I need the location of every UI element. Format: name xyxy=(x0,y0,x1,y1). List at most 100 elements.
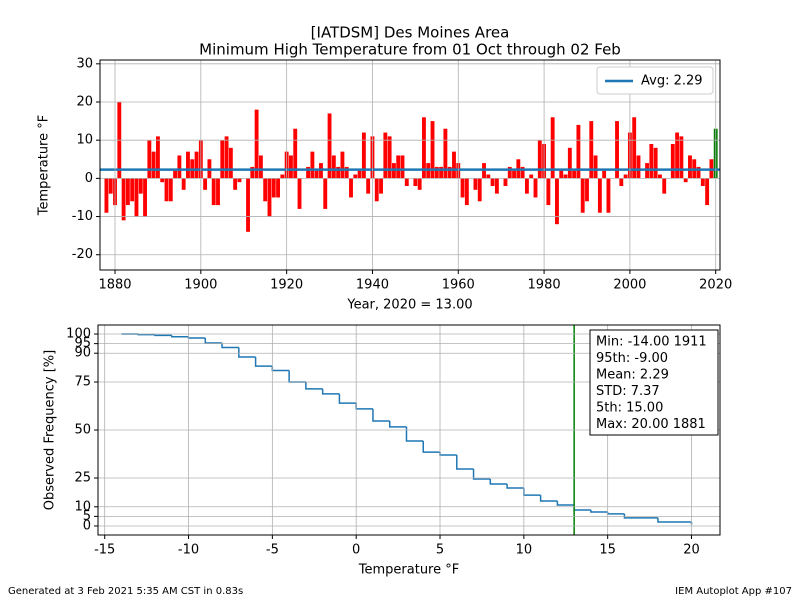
step-segment xyxy=(238,347,256,358)
bar xyxy=(585,178,589,202)
bar xyxy=(593,155,598,179)
y-tick-label: -10 xyxy=(72,209,93,224)
bar xyxy=(464,178,469,206)
bar xyxy=(486,174,491,179)
step-segment xyxy=(472,468,491,480)
bar xyxy=(477,178,482,202)
bar xyxy=(297,178,302,209)
bar xyxy=(576,124,581,179)
bar xyxy=(452,151,456,179)
bar xyxy=(130,178,135,202)
footer-right: IEM Autoplot App #107 xyxy=(675,586,792,597)
x-tick-label: 1960 xyxy=(442,278,475,293)
bar xyxy=(177,155,182,179)
axes-frame xyxy=(99,59,721,271)
bar xyxy=(473,178,478,190)
bar xyxy=(494,178,499,194)
bar xyxy=(572,170,577,179)
x-tick-label: 20 xyxy=(683,543,700,558)
bar xyxy=(507,166,512,179)
bar xyxy=(237,178,242,183)
bar xyxy=(246,178,250,232)
y-axis-label: Temperature °F xyxy=(37,115,52,216)
bar xyxy=(280,174,285,179)
y-axis-label: Observed Frequency [%] xyxy=(43,350,58,510)
step-segment xyxy=(556,501,575,506)
bar xyxy=(670,144,675,179)
bar xyxy=(104,178,109,213)
y-tick-label: -20 xyxy=(72,247,93,262)
x-tick-label: 1900 xyxy=(184,278,217,293)
bar xyxy=(228,147,233,179)
step-segment xyxy=(573,505,591,511)
step-segment xyxy=(171,335,189,338)
bar xyxy=(306,166,311,179)
x-tick-label: 1940 xyxy=(356,278,389,293)
bar xyxy=(211,178,216,206)
bar xyxy=(203,178,208,190)
step-segment xyxy=(590,510,608,513)
step-segment xyxy=(187,336,206,339)
x-tick-label: 2000 xyxy=(613,278,646,293)
bar xyxy=(537,140,542,179)
x-tick-label: 5 xyxy=(436,543,444,558)
bar xyxy=(589,121,594,179)
bar xyxy=(623,174,628,179)
step-segment xyxy=(271,366,290,372)
bar xyxy=(396,155,401,179)
x-tick-label: -5 xyxy=(266,543,279,558)
bar xyxy=(696,166,701,179)
bar xyxy=(138,178,143,194)
bar xyxy=(434,166,439,179)
bar xyxy=(125,178,130,206)
bar xyxy=(632,117,637,179)
step-segment xyxy=(321,388,340,395)
step-segment xyxy=(405,426,424,442)
step-segment xyxy=(456,454,474,470)
y-tick-label: 90 xyxy=(74,346,91,361)
bar xyxy=(555,178,559,225)
bar xyxy=(263,178,268,202)
x-tick-label: 0 xyxy=(352,543,360,558)
bar xyxy=(216,178,220,206)
bar xyxy=(361,132,366,179)
plot-area xyxy=(100,102,720,232)
step-segment xyxy=(372,408,390,422)
bar xyxy=(524,178,529,194)
stats-line: 95th: -9.00 xyxy=(596,351,668,366)
bar xyxy=(357,170,362,179)
bar xyxy=(383,132,388,179)
bar xyxy=(705,178,710,206)
step-segment xyxy=(439,452,457,456)
bar xyxy=(276,178,280,198)
bar xyxy=(653,147,658,179)
x-tick-label: 15 xyxy=(599,543,616,558)
bar xyxy=(700,178,705,186)
bar xyxy=(675,132,680,179)
bar xyxy=(550,117,555,179)
y-tick-label: 20 xyxy=(76,95,93,110)
stats-line: Max: 20.00 1881 xyxy=(596,417,706,432)
bar xyxy=(563,174,568,179)
bar xyxy=(151,151,156,179)
bar xyxy=(186,151,190,179)
axes-frame xyxy=(97,324,721,536)
y-tick-label: 10 xyxy=(76,133,93,148)
stats-line: Min: -14.00 1911 xyxy=(596,335,707,350)
bar xyxy=(327,113,332,179)
step-segment xyxy=(221,343,239,349)
y-tick-label: 75 xyxy=(74,375,91,390)
bar xyxy=(443,128,448,179)
bar xyxy=(559,170,564,179)
bar xyxy=(679,136,684,179)
legend-box xyxy=(596,66,714,95)
bar xyxy=(250,166,255,179)
bar xyxy=(374,178,379,202)
bar xyxy=(683,178,688,183)
x-tick-label: 1980 xyxy=(528,278,561,293)
step-segment xyxy=(657,517,692,523)
bar xyxy=(404,178,409,186)
bar xyxy=(349,178,353,198)
y-tick-label: 25 xyxy=(74,470,91,485)
bar xyxy=(147,140,152,179)
